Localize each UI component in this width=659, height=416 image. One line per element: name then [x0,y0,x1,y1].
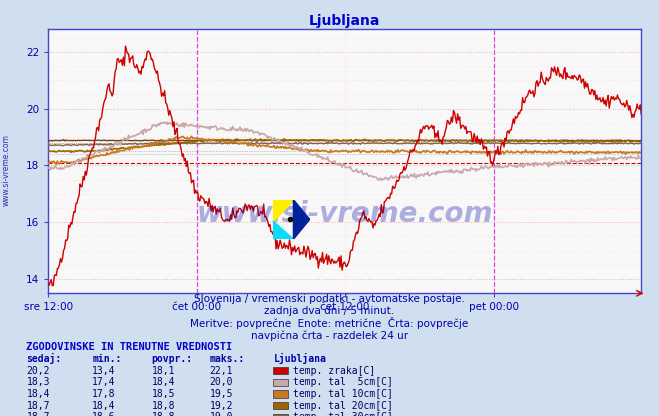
Text: temp. tal 30cm[C]: temp. tal 30cm[C] [293,412,393,416]
Text: 18,6: 18,6 [92,412,116,416]
Text: 20,0: 20,0 [210,377,233,387]
Text: 17,8: 17,8 [92,389,116,399]
Text: sedaj:: sedaj: [26,353,61,364]
Text: maks.:: maks.: [210,354,244,364]
Text: Meritve: povprečne  Enote: metrične  Črta: povprečje: Meritve: povprečne Enote: metrične Črta:… [190,317,469,329]
Text: temp. tal  5cm[C]: temp. tal 5cm[C] [293,377,393,387]
Text: 18,7: 18,7 [26,412,50,416]
Polygon shape [293,200,310,239]
Text: zadnja dva dni / 5 minut.: zadnja dva dni / 5 minut. [264,306,395,316]
Text: 18,4: 18,4 [26,389,50,399]
Text: 13,4: 13,4 [92,366,116,376]
Title: Ljubljana: Ljubljana [309,14,380,28]
Text: 18,8: 18,8 [152,401,175,411]
Text: povpr.:: povpr.: [152,354,192,364]
Text: 17,4: 17,4 [92,377,116,387]
Polygon shape [273,200,293,221]
Text: navpična črta - razdelek 24 ur: navpična črta - razdelek 24 ur [251,331,408,341]
Text: 19,2: 19,2 [210,401,233,411]
Text: temp. tal 10cm[C]: temp. tal 10cm[C] [293,389,393,399]
Text: 19,0: 19,0 [210,412,233,416]
Text: 18,4: 18,4 [92,401,116,411]
Text: 19,5: 19,5 [210,389,233,399]
Text: 20,2: 20,2 [26,366,50,376]
Text: 18,4: 18,4 [152,377,175,387]
Text: www.si-vreme.com: www.si-vreme.com [2,135,11,206]
Text: min.:: min.: [92,354,122,364]
Text: 18,3: 18,3 [26,377,50,387]
Text: 18,5: 18,5 [152,389,175,399]
Text: 18,1: 18,1 [152,366,175,376]
Text: 18,8: 18,8 [152,412,175,416]
Text: 22,1: 22,1 [210,366,233,376]
Text: Slovenija / vremenski podatki - avtomatske postaje.: Slovenija / vremenski podatki - avtomats… [194,294,465,304]
Text: Ljubljana: Ljubljana [273,353,326,364]
Text: temp. tal 20cm[C]: temp. tal 20cm[C] [293,401,393,411]
Text: 18,7: 18,7 [26,401,50,411]
Text: www.si-vreme.com: www.si-vreme.com [196,200,493,228]
Text: ZGODOVINSKE IN TRENUTNE VREDNOSTI: ZGODOVINSKE IN TRENUTNE VREDNOSTI [26,342,233,352]
Polygon shape [273,221,293,239]
Text: temp. zraka[C]: temp. zraka[C] [293,366,376,376]
